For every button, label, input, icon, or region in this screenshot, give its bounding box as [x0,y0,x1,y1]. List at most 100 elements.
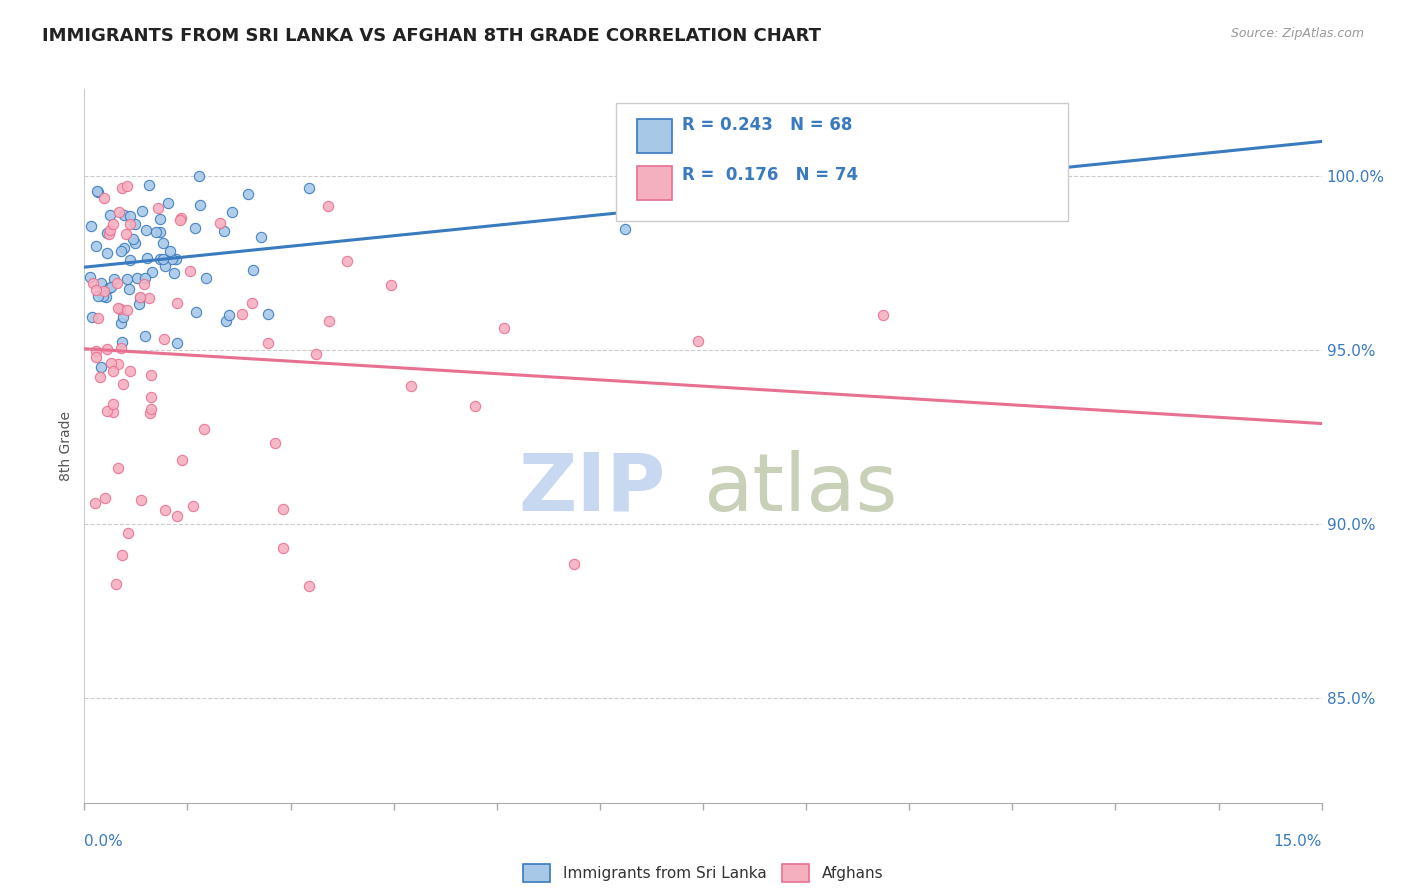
Point [93,284,115,298]
Point [111,335,134,350]
Point [208,216,231,230]
Point [152,252,174,267]
Point [84,350,107,364]
Point [96,404,118,418]
Point [118,364,141,378]
Point [111,181,134,195]
Point [112,310,135,324]
Point [105,577,128,591]
Point [153,259,176,273]
Point [399,378,422,392]
Point [108,204,131,219]
Point [117,525,139,540]
Point [114,227,136,241]
Point [87,289,110,303]
Point [336,254,359,268]
Point [464,399,486,413]
Point [89,369,111,384]
Point [120,217,142,231]
Point [98,208,121,222]
Point [112,241,135,255]
Point [93,288,115,302]
Point [115,302,138,317]
Point [86,184,108,198]
Point [97,227,120,242]
Point [141,265,163,279]
Text: ZIP: ZIP [519,450,666,528]
Point [184,221,207,235]
Point [80,310,103,325]
Point [103,405,125,419]
Point [236,186,259,201]
Point [100,356,122,370]
Point [170,452,193,467]
Point [87,185,110,199]
Point [166,508,188,523]
Point [138,178,160,192]
Legend: Immigrants from Sri Lanka, Afghans: Immigrants from Sri Lanka, Afghans [517,858,889,888]
Point [139,368,162,382]
Point [179,264,201,278]
Point [165,252,187,266]
Point [90,360,112,375]
Point [129,290,152,304]
Point [186,305,208,319]
Point [149,225,172,239]
Point [118,209,141,223]
Point [139,406,162,420]
Point [257,335,280,350]
Text: 15.0%: 15.0% [1274,834,1322,849]
FancyBboxPatch shape [616,103,1069,221]
Point [221,205,243,219]
Point [149,211,172,226]
Point [298,579,321,593]
Point [188,169,211,184]
Point [136,251,159,265]
Point [250,229,273,244]
Point [128,296,150,310]
Point [380,277,402,292]
Bar [637,120,672,153]
Point [153,332,176,346]
Point [131,203,153,218]
Point [215,314,238,328]
Point [100,280,122,294]
Point [614,222,637,236]
Point [94,290,117,304]
Point [98,223,121,237]
Point [194,270,217,285]
Point [298,181,321,195]
Y-axis label: 8th Grade: 8th Grade [59,411,73,481]
Point [170,211,193,225]
Point [162,266,184,280]
Bar [637,166,672,200]
Point [271,502,294,516]
Point [242,263,264,277]
Point [316,199,339,213]
Point [125,271,148,285]
Point [79,269,101,284]
Point [96,227,118,241]
Point [153,503,176,517]
Point [107,357,129,371]
Point [169,213,191,227]
Point [112,208,135,222]
Point [157,196,180,211]
Point [111,377,134,392]
Point [139,401,162,416]
Point [110,316,132,330]
Point [90,276,112,290]
Point [107,301,129,315]
Point [149,252,172,267]
Point [84,284,107,298]
Point [145,225,167,239]
Point [122,232,145,246]
Point [240,295,263,310]
Point [96,342,118,356]
Point [273,541,295,556]
Point [318,314,340,328]
Point [141,390,163,404]
Text: Source: ZipAtlas.com: Source: ZipAtlas.com [1230,27,1364,40]
Point [124,236,146,251]
Point [118,282,141,296]
